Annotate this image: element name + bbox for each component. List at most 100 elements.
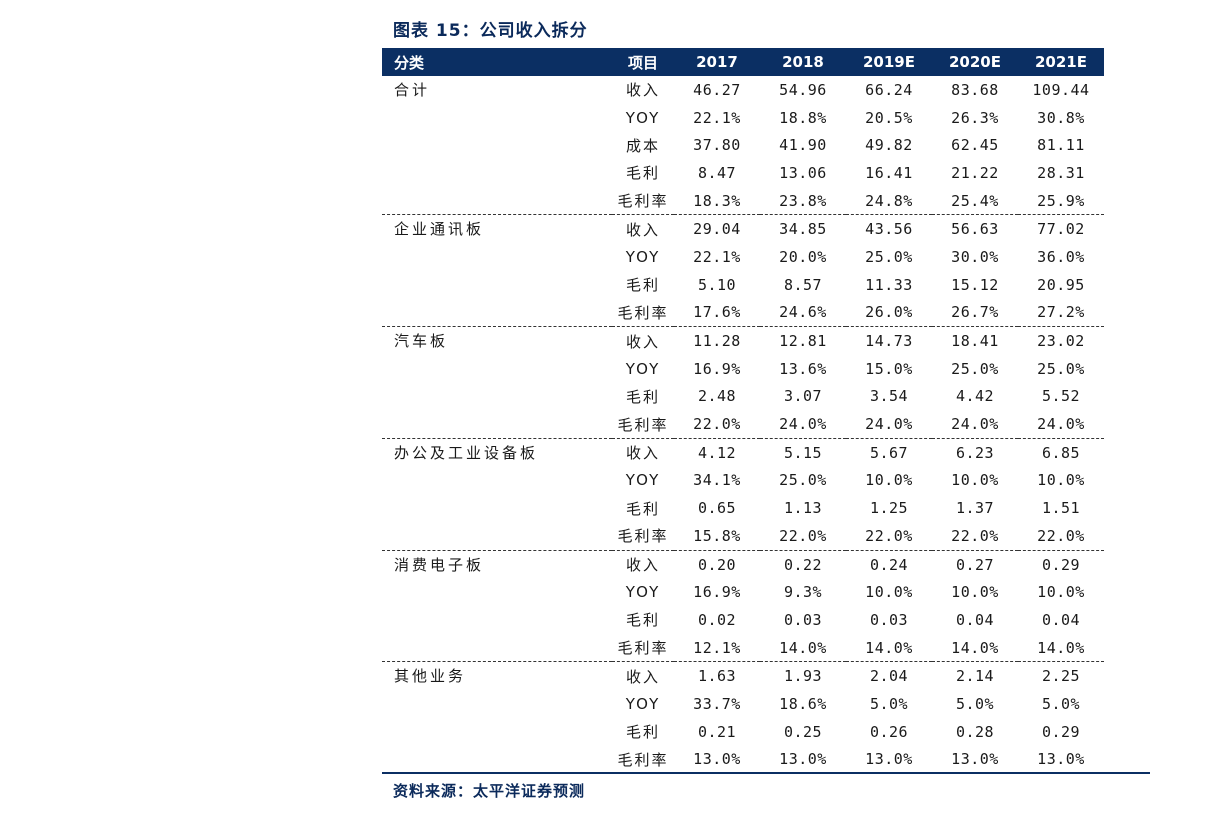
value-cell: 24.0% [1018,410,1104,439]
value-cell: 10.0% [865,471,913,490]
table-row: 毛利 5.10 8.57 11.33 15.12 20.95 [382,271,1104,299]
table-row: 毛利 8.47 13.06 16.41 21.22 28.31 [382,159,1104,187]
item-cell: 毛利率 [612,633,674,663]
source-note: 资料来源：太平洋证券预测 [393,782,586,800]
value-cell: 37.80 [693,136,741,155]
value-cell: 0.03 [869,610,909,629]
value-cell: 54.96 [779,80,827,99]
value-cell: 5.15 [783,443,823,462]
value-cell: 18.6% [779,694,827,713]
item-cell: 收入 [625,556,660,575]
category-cell: 合计 [382,76,612,216]
value-cell: 14.0% [846,633,932,663]
value-cell: 6.23 [955,443,995,462]
value-cell: 6.85 [1041,443,1081,462]
table-row: YOY 33.7% 18.6% 5.0% 5.0% 5.0% [382,690,1104,718]
value-cell: 1.93 [783,667,823,686]
category-cell: 其他业务 [394,667,467,686]
value-cell: 14.0% [1018,633,1104,663]
category-cell: 消费电子板 [382,550,612,663]
header-year: 2018 [760,48,846,76]
value-cell: 15.12 [951,275,999,294]
value-cell: 0.24 [869,555,909,574]
figure-title: 图表 15：公司收入拆分 [393,21,588,41]
value-cell: 4.42 [955,387,995,406]
value-cell: 20.0% [779,247,827,266]
value-cell: 18.8% [779,108,827,127]
table-row: YOY 16.9% 9.3% 10.0% 10.0% 10.0% [382,578,1104,606]
value-cell: 5.52 [1041,387,1081,406]
table-row: YOY 22.1% 18.8% 20.5% 26.3% 30.8% [382,104,1104,132]
header-year: 2019E [846,48,932,76]
table-row: 毛利率 22.0% 24.0% 24.0% 24.0% 24.0% [382,410,1104,439]
item-cell: 毛利率 [617,750,669,769]
value-cell: 10.0% [865,583,913,602]
value-cell: 22.1% [693,247,741,266]
value-cell: 18.41 [951,332,999,351]
table-row: 成本 37.80 41.90 49.82 62.45 81.11 [382,131,1104,159]
item-cell: YOY [625,359,661,378]
value-cell: 25.0% [951,359,999,378]
value-cell: 29.04 [693,220,741,239]
value-cell: 81.11 [1037,136,1085,155]
header-year: 2021E [1018,48,1104,76]
table-row: 毛利率 18.3% 23.8% 24.8% 25.4% 25.9% [382,186,1104,216]
value-cell: 26.7% [932,298,1018,328]
value-cell: 5.10 [697,275,737,294]
value-cell: 3.07 [783,387,823,406]
table-row: 毛利率 12.1% 14.0% 14.0% 14.0% 14.0% [382,633,1104,663]
value-cell: 13.06 [779,163,827,182]
table-row: 合计 收入 46.27 54.96 66.24 83.68 109.44 [382,76,1104,216]
value-cell: 15.8% [674,522,760,551]
value-cell: 3.54 [869,387,909,406]
value-cell: 0.26 [869,722,909,741]
value-cell: 5.0% [955,694,995,713]
value-cell: 23.8% [760,186,846,216]
table-row: 毛利 0.02 0.03 0.03 0.04 0.04 [382,606,1104,634]
item-cell: 毛利 [625,387,660,406]
value-cell: 25.0% [1037,359,1085,378]
value-cell: 14.0% [760,633,846,663]
table-row: YOY 22.1% 20.0% 25.0% 30.0% 36.0% [382,243,1104,271]
table-row: YOY 34.1% 25.0% 10.0% 10.0% 10.0% [382,467,1104,495]
header-year: 2017 [674,48,760,76]
value-cell: 22.1% [693,108,741,127]
value-cell: 13.0% [693,750,741,769]
value-cell: 5.67 [869,443,909,462]
value-cell: 0.02 [697,610,737,629]
value-cell: 16.41 [865,163,913,182]
value-cell: 21.22 [951,163,999,182]
value-cell: 23.02 [1037,332,1085,351]
value-cell: 25.9% [1018,186,1104,216]
table-row: 企业通讯板 收入 29.04 34.85 43.56 56.63 77.02 [382,214,1104,328]
value-cell: 14.73 [865,332,913,351]
value-cell: 0.29 [1041,722,1081,741]
value-cell: 27.2% [1018,298,1104,328]
value-cell: 28.31 [1037,163,1085,182]
value-cell: 41.90 [779,136,827,155]
table-row: 毛利 0.65 1.13 1.25 1.37 1.51 [382,494,1104,522]
value-cell: 34.85 [779,220,827,239]
value-cell: 0.22 [783,555,823,574]
value-cell: 24.0% [760,410,846,439]
table-row: 消费电子板 收入 0.20 0.22 0.24 0.27 0.29 [382,550,1104,663]
value-cell: 10.0% [951,583,999,602]
item-cell: YOY [625,108,661,127]
item-cell: YOY [625,247,661,266]
value-cell: 8.57 [783,275,823,294]
table-row: 毛利率 17.6% 24.6% 26.0% 26.7% 27.2% [382,298,1104,328]
value-cell: 14.0% [932,633,1018,663]
value-cell: 18.3% [674,186,760,216]
value-cell: 24.0% [932,410,1018,439]
table-row: 其他业务 收入 1.63 1.93 2.04 2.14 2.25 [382,662,1104,690]
value-cell: 1.63 [697,667,737,686]
value-cell: 2.14 [955,667,995,686]
value-cell: 66.24 [865,80,913,99]
revenue-breakdown-table: 分类 项目 2017 2018 2019E 2020E 2021E 合计 收入 46… [382,48,1104,773]
value-cell: 1.25 [869,499,909,518]
item-cell: 毛利 [625,611,660,630]
category-cell: 办公及工业设备板 [382,438,612,551]
value-cell: 15.0% [865,359,913,378]
value-cell: 13.0% [1037,750,1085,769]
item-cell: 毛利率 [612,410,674,439]
